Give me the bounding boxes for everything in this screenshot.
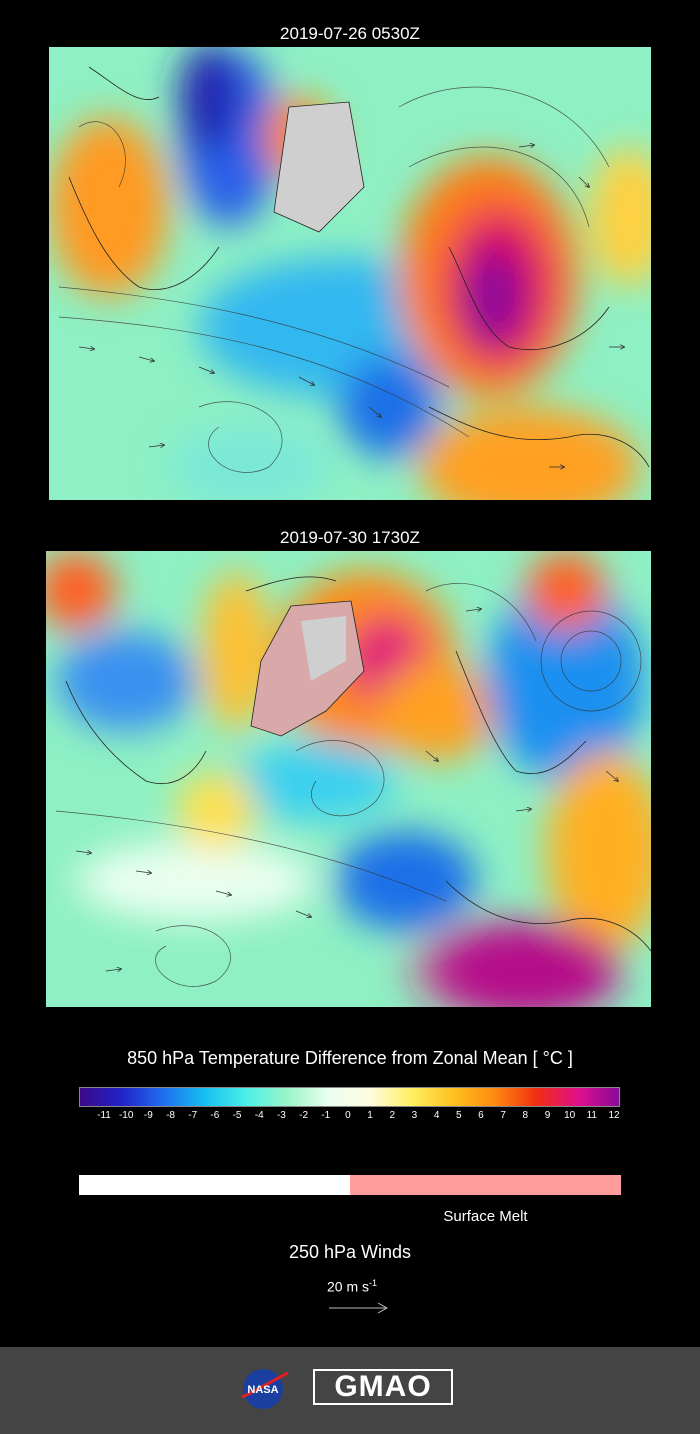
colorbar-tick-label: -3 [276,1110,286,1121]
temperature-colorbar [79,1087,620,1107]
colorbar-tick-label: -2 [299,1110,309,1121]
colorbar-tick-label: 12 [608,1110,620,1121]
colorbar-tick-labels: -11 -10 -9 -8 -7 -6 -5 -4 -3 -2 -1 0 1 2 3 4 5 6 7 8 9 10 11 12 [79,1110,620,1124]
panel-2-title: 2019-07-30 1730Z [280,528,420,547]
wind-reference-arrow-icon [329,1302,389,1314]
colorbar-tick-label: -1 [321,1110,331,1121]
colorbar-tick-label: -10 [118,1110,134,1121]
wind-unit-base: 20 m s [327,1278,370,1295]
colorbar-tick-label: 1 [367,1110,373,1121]
surface-melt-label: Surface Melt [443,1208,528,1225]
panel-2-map [46,551,651,1007]
colorbar-tick-label: -8 [166,1110,175,1121]
nasa-logo-icon: NASA [241,1369,289,1409]
panel-1-title: 2019-07-26 0530Z [280,24,420,43]
colorbar-tick-label: 8 [522,1110,529,1121]
surface-melt-bar [79,1175,621,1195]
colorbar-tick-label: 6 [478,1110,484,1121]
colorbar-tick-label: -5 [232,1110,242,1121]
colorbar-tick-label: -11 [97,1110,111,1121]
colorbar-tick-label: 10 [564,1110,576,1121]
colorbar-tick-label: 2 [389,1110,396,1121]
panel-1-map [49,47,651,500]
colorbar-tick-label: -4 [254,1110,264,1121]
colorbar-tick-label: -6 [210,1110,220,1121]
colorbar-tick-label: 4 [433,1110,440,1121]
colorbar-tick-label: -7 [188,1110,198,1121]
footer: NASA GMAO [0,1347,700,1434]
colorbar-tick-label: 7 [500,1110,506,1121]
colorbar-tick-label: -9 [143,1110,153,1121]
colorbar-tick-label: 5 [456,1110,462,1121]
no-melt-swatch [79,1175,350,1195]
gmao-logo[interactable]: GMAO [313,1369,453,1405]
colorbar-tick-label: 9 [544,1110,551,1121]
wind-reference-unit: 20 m s-1 [327,1278,377,1295]
colorbar-tick-label: 0 [345,1110,351,1121]
colorbar-tick-label: 3 [411,1110,418,1121]
winds-title: 250 hPa Winds [288,1242,412,1262]
colorbar-tick-label: 11 [586,1110,598,1121]
legend-title: 850 hPa Temperature Difference from Zona… [127,1048,573,1068]
melt-swatch [350,1175,621,1195]
wind-unit-exponent: -1 [369,1278,378,1288]
nasa-logo-text: NASA [247,1384,278,1396]
